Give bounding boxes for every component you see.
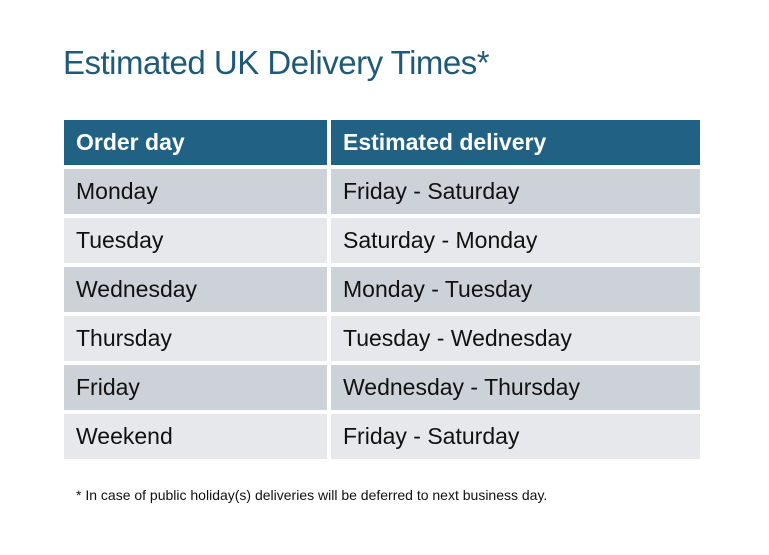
- delivery-table: Order day Estimated delivery Monday Frida…: [60, 116, 704, 463]
- footnote: * In case of public holiday(s) deliverie…: [76, 487, 548, 503]
- table-row: Tuesday Saturday - Monday: [64, 218, 700, 263]
- estimated-delivery-cell: Friday - Saturday: [331, 414, 700, 459]
- table-row: Wednesday Monday - Tuesday: [64, 267, 700, 312]
- estimated-delivery-cell: Monday - Tuesday: [331, 267, 700, 312]
- estimated-delivery-cell: Wednesday - Thursday: [331, 365, 700, 410]
- order-day-cell: Wednesday: [64, 267, 327, 312]
- table-header-row: Order day Estimated delivery: [64, 120, 700, 165]
- table-row: Monday Friday - Saturday: [64, 169, 700, 214]
- page-title: Estimated UK Delivery Times*: [63, 44, 490, 81]
- column-header-order-day: Order day: [64, 120, 327, 165]
- order-day-cell: Tuesday: [64, 218, 327, 263]
- table-row: Friday Wednesday - Thursday: [64, 365, 700, 410]
- order-day-cell: Weekend: [64, 414, 327, 459]
- order-day-cell: Monday: [64, 169, 327, 214]
- table-row: Thursday Tuesday - Wednesday: [64, 316, 700, 361]
- estimated-delivery-cell: Tuesday - Wednesday: [331, 316, 700, 361]
- estimated-delivery-cell: Saturday - Monday: [331, 218, 700, 263]
- estimated-delivery-cell: Friday - Saturday: [331, 169, 700, 214]
- order-day-cell: Friday: [64, 365, 327, 410]
- order-day-cell: Thursday: [64, 316, 327, 361]
- table-row: Weekend Friday - Saturday: [64, 414, 700, 459]
- column-header-estimated-delivery: Estimated delivery: [331, 120, 700, 165]
